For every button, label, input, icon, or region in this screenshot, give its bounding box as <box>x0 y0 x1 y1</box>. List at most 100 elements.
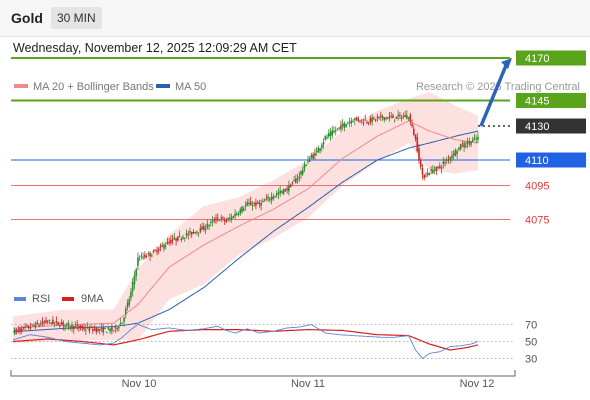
candle-body <box>220 217 222 219</box>
candle-body <box>412 128 415 136</box>
rsi-panel: RSI 9MA 70 50 30 <box>11 293 537 366</box>
candle-body <box>265 199 268 201</box>
level-4145-tag <box>516 93 586 108</box>
candle-body <box>95 328 98 333</box>
candle-body <box>357 118 360 121</box>
candle-body <box>100 327 103 329</box>
candle-body <box>258 203 261 205</box>
candle-body <box>451 155 453 159</box>
header-bar: Gold 30 MIN <box>0 0 590 37</box>
candle-body <box>107 327 110 330</box>
time-tick-label: Nov 10 <box>122 378 157 390</box>
candle-body <box>130 291 132 299</box>
candle-body <box>72 326 75 329</box>
candle-body <box>236 213 238 215</box>
candle-body <box>60 322 63 325</box>
candle-body <box>256 201 259 204</box>
candle-body <box>314 153 316 156</box>
candle-body <box>255 202 257 206</box>
candle-body <box>156 250 158 253</box>
candle-body <box>194 232 196 234</box>
candle-body <box>86 326 89 328</box>
candle-body <box>341 123 344 127</box>
candle-body <box>312 154 314 159</box>
candle-body <box>81 325 84 329</box>
candle-body <box>449 157 452 160</box>
candle-body <box>295 178 297 184</box>
ma20-legend-swatch <box>14 84 28 88</box>
candle-body <box>373 117 375 119</box>
candle-body <box>62 322 65 326</box>
candle-body <box>345 123 347 127</box>
candle-body <box>19 328 21 331</box>
candle-body <box>456 151 458 154</box>
candle-body <box>400 117 403 120</box>
candle-body <box>352 121 354 123</box>
level-4110-tag <box>516 152 586 168</box>
candle-body <box>159 246 162 248</box>
candle-body <box>260 203 262 206</box>
candle-body <box>338 127 340 129</box>
candle-body <box>293 180 295 182</box>
candle-body <box>109 329 111 332</box>
candle-body <box>50 322 52 324</box>
candle-body <box>402 115 405 117</box>
candle-body <box>268 199 271 201</box>
candle-body <box>222 217 224 219</box>
candle-body <box>152 250 155 253</box>
candle-body <box>390 116 393 118</box>
candle-body <box>85 329 87 331</box>
candle-body <box>140 255 143 257</box>
candle-body <box>76 324 78 326</box>
candle-body <box>419 159 422 168</box>
candle-body <box>433 170 436 172</box>
candle-body <box>426 172 429 175</box>
candle-body <box>161 245 164 247</box>
candle-body <box>213 220 216 222</box>
candle-body <box>24 326 26 328</box>
candle-body <box>428 173 431 176</box>
candle-body <box>83 327 85 330</box>
level-4075-label: 4075 <box>525 215 549 227</box>
candle-body <box>90 326 92 328</box>
candle-body <box>69 326 72 328</box>
candle-body <box>175 238 177 241</box>
level-4170-label: 4170 <box>525 53 549 65</box>
candle-body <box>437 166 439 168</box>
rsi-ma-line <box>12 329 479 351</box>
candle-body <box>144 254 146 258</box>
candle-body <box>229 218 231 220</box>
candle-body <box>64 324 66 327</box>
candle-body <box>253 203 255 205</box>
candle-body <box>204 228 207 231</box>
time-axis: Nov 10 Nov 11 Nov 12 <box>10 370 516 390</box>
ma20-line <box>12 120 479 329</box>
candle-body <box>22 326 25 328</box>
candle-body <box>48 319 51 321</box>
candle-body <box>46 321 49 323</box>
candle-body <box>310 154 313 159</box>
candle-body <box>425 175 427 177</box>
candle-body <box>215 218 217 221</box>
candle-body <box>343 123 346 128</box>
candle-body <box>251 205 254 207</box>
candle-body <box>385 117 387 119</box>
candle-body <box>45 320 47 323</box>
timeframe-badge[interactable]: 30 MIN <box>51 7 102 29</box>
candle-body <box>97 328 99 332</box>
rsi-line <box>12 323 479 360</box>
candle-body <box>163 244 165 249</box>
candle-body <box>164 245 167 247</box>
candle-body <box>225 220 228 222</box>
level-4110-label: 4110 <box>525 155 549 167</box>
candle-body <box>386 117 389 120</box>
candle-body <box>142 256 144 258</box>
candle-body <box>440 167 443 169</box>
last-price-tag <box>516 118 586 134</box>
candle-body <box>374 119 377 121</box>
candle-body <box>296 177 299 181</box>
candle-body <box>209 221 212 223</box>
time-axis-line <box>10 370 516 377</box>
expected-move-arrow-shaft <box>479 62 509 127</box>
candle-body <box>348 121 351 123</box>
